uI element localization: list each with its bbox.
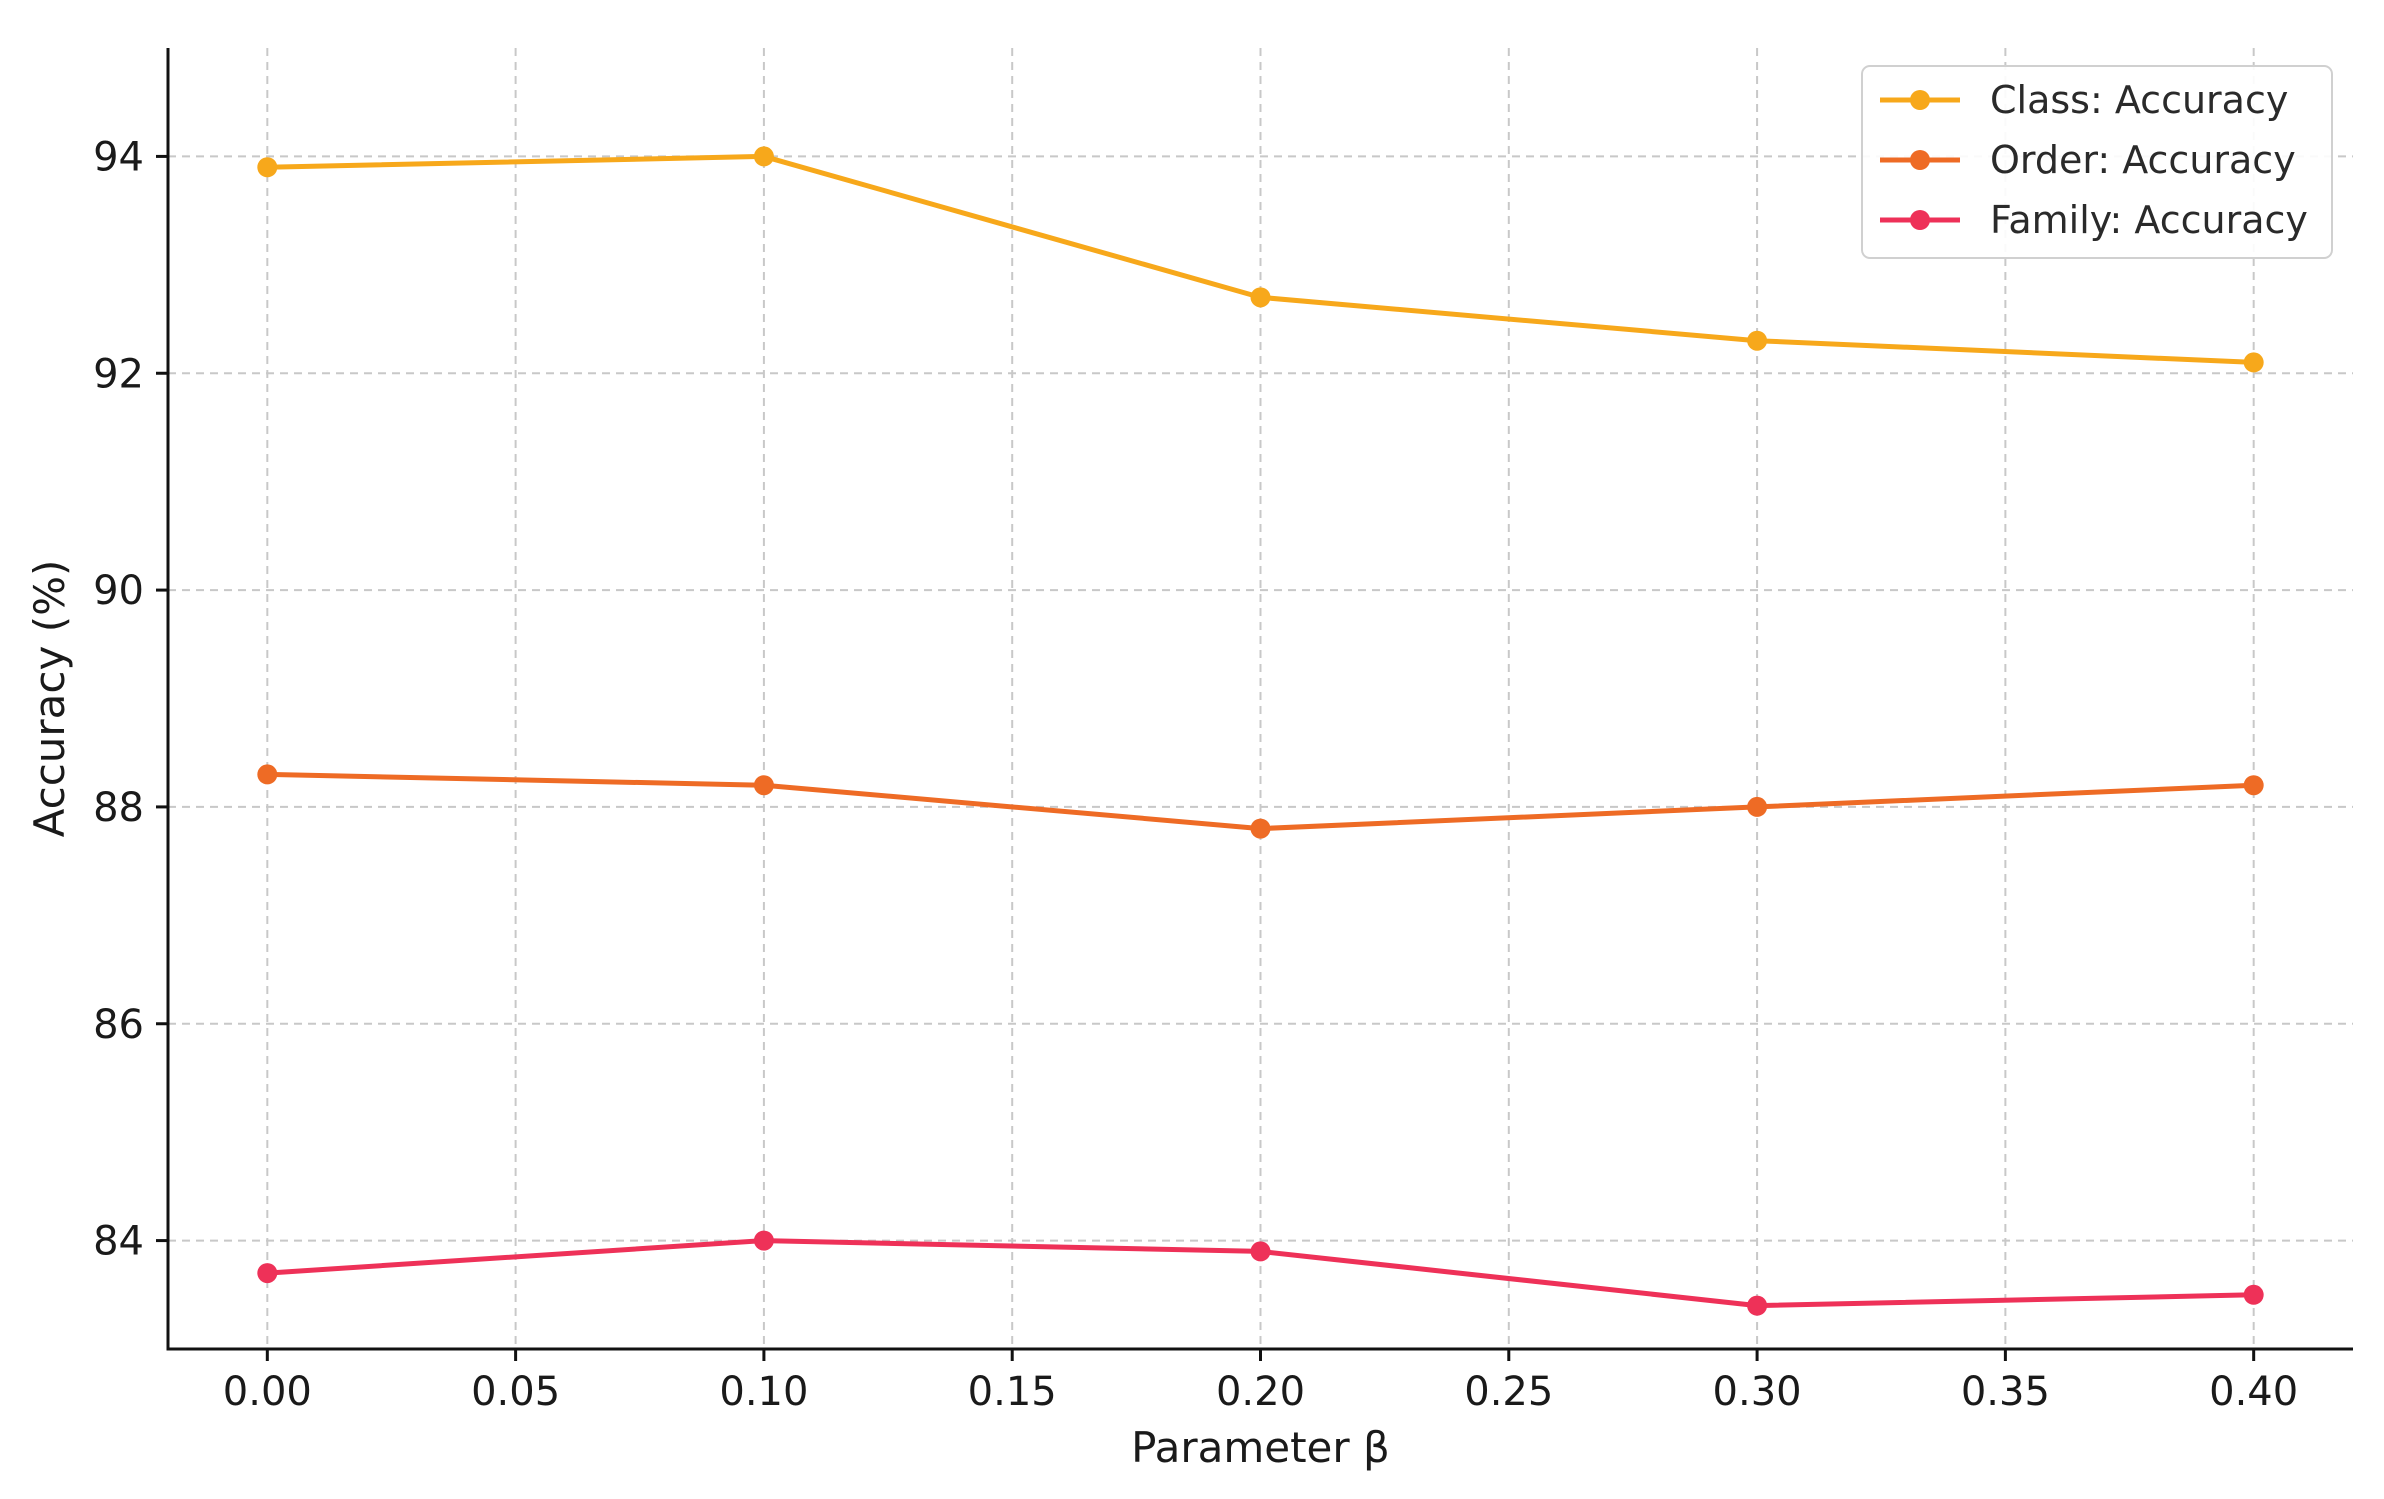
x-tick-label: 0.25 [1464, 1369, 1553, 1415]
data-point [753, 775, 774, 796]
data-point [1747, 1295, 1768, 1316]
y-tick-label: 90 [93, 568, 144, 614]
x-tick-label: 0.10 [719, 1369, 808, 1415]
x-tick-label: 0.40 [2209, 1369, 2298, 1415]
data-point [1747, 796, 1768, 817]
x-tick-label: 0.30 [1713, 1369, 1802, 1415]
data-point [753, 1230, 774, 1251]
data-point [1250, 1241, 1271, 1262]
legend-label: Family: Accuracy [1990, 198, 2308, 242]
y-axis-title: Accuracy (%) [25, 560, 74, 838]
y-tick-label: 94 [93, 134, 144, 180]
legend-box [1861, 65, 2333, 259]
axes [156, 48, 2353, 1361]
x-tick-label: 0.20 [1216, 1369, 1305, 1415]
data-point [2243, 352, 2264, 373]
y-tick-label: 92 [93, 351, 144, 397]
x-tick-label: 0.15 [968, 1369, 1057, 1415]
axis-spines [166, 48, 2353, 1351]
legend-label: Order: Accuracy [1990, 138, 2296, 182]
series-lines [257, 146, 2264, 1316]
x-axis-title: Parameter β [1131, 1423, 1390, 1472]
data-point [257, 157, 278, 178]
data-point [257, 764, 278, 785]
data-point [257, 1263, 278, 1284]
data-point [1250, 818, 1271, 839]
y-tick-label: 88 [93, 785, 144, 831]
grid [168, 48, 2353, 1349]
legend-swatch-marker [1910, 90, 1930, 110]
y-tick-label: 84 [93, 1219, 144, 1265]
legend: Class: Accuracy Order: Accuracy Family: Ac… [1861, 65, 2333, 259]
legend-swatch-marker [1910, 210, 1930, 230]
x-tick-label: 0.00 [223, 1369, 312, 1415]
data-point [1250, 287, 1271, 308]
tick-labels: 0.00 0.05 0.10 0.15 0.20 0.25 0.30 0.35 0.40 84 86… [93, 134, 2298, 1415]
data-point [1747, 330, 1768, 351]
x-tick-label: 0.35 [1961, 1369, 2050, 1415]
x-tick-label: 0.05 [471, 1369, 560, 1415]
y-tick-label: 86 [93, 1002, 144, 1048]
legend-swatch-marker [1910, 150, 1930, 170]
data-point [753, 146, 774, 167]
data-point [2243, 775, 2264, 796]
legend-label: Class: Accuracy [1990, 78, 2288, 122]
data-point [2243, 1284, 2264, 1305]
